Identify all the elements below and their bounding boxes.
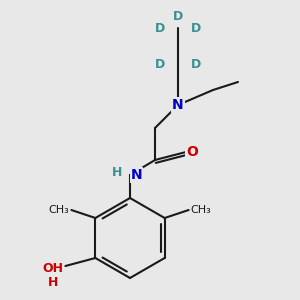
- Text: D: D: [155, 58, 165, 70]
- Text: D: D: [191, 22, 201, 35]
- Text: D: D: [173, 10, 183, 22]
- Text: OH: OH: [42, 262, 63, 275]
- Text: CH₃: CH₃: [190, 205, 212, 215]
- Text: D: D: [155, 22, 165, 35]
- Text: N: N: [172, 98, 184, 112]
- Text: CH₃: CH₃: [49, 205, 69, 215]
- Text: O: O: [186, 145, 198, 159]
- Text: H: H: [48, 275, 59, 289]
- Text: H: H: [112, 166, 122, 178]
- Text: D: D: [191, 58, 201, 70]
- Text: N: N: [131, 168, 142, 182]
